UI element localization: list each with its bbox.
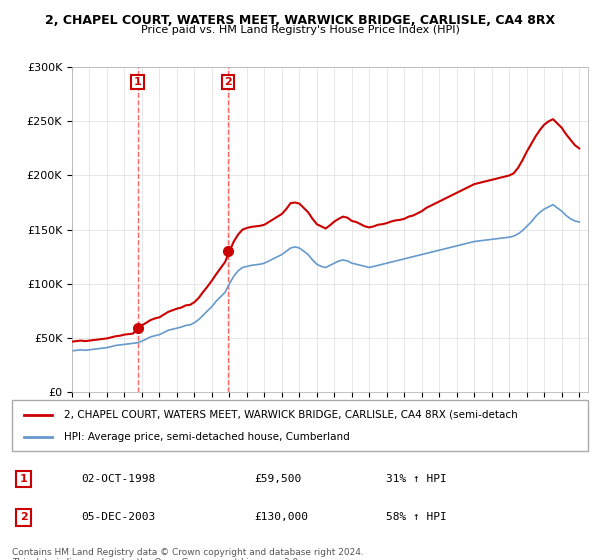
Text: 2: 2 xyxy=(20,512,28,522)
FancyBboxPatch shape xyxy=(12,400,588,451)
Text: 05-DEC-2003: 05-DEC-2003 xyxy=(81,512,155,522)
Text: 58% ↑ HPI: 58% ↑ HPI xyxy=(386,512,447,522)
Text: HPI: Average price, semi-detached house, Cumberland: HPI: Average price, semi-detached house,… xyxy=(64,432,350,442)
Text: 31% ↑ HPI: 31% ↑ HPI xyxy=(386,474,447,484)
Text: 2: 2 xyxy=(224,77,232,87)
Text: 2, CHAPEL COURT, WATERS MEET, WARWICK BRIDGE, CARLISLE, CA4 8RX (semi-detach: 2, CHAPEL COURT, WATERS MEET, WARWICK BR… xyxy=(64,409,518,419)
Text: 2, CHAPEL COURT, WATERS MEET, WARWICK BRIDGE, CARLISLE, CA4 8RX: 2, CHAPEL COURT, WATERS MEET, WARWICK BR… xyxy=(45,14,555,27)
Text: 1: 1 xyxy=(134,77,142,87)
Text: Price paid vs. HM Land Registry's House Price Index (HPI): Price paid vs. HM Land Registry's House … xyxy=(140,25,460,35)
Text: 1: 1 xyxy=(20,474,28,484)
Text: Contains HM Land Registry data © Crown copyright and database right 2024.
This d: Contains HM Land Registry data © Crown c… xyxy=(12,548,364,560)
Text: £59,500: £59,500 xyxy=(254,474,301,484)
Text: £130,000: £130,000 xyxy=(254,512,308,522)
Text: 02-OCT-1998: 02-OCT-1998 xyxy=(81,474,155,484)
